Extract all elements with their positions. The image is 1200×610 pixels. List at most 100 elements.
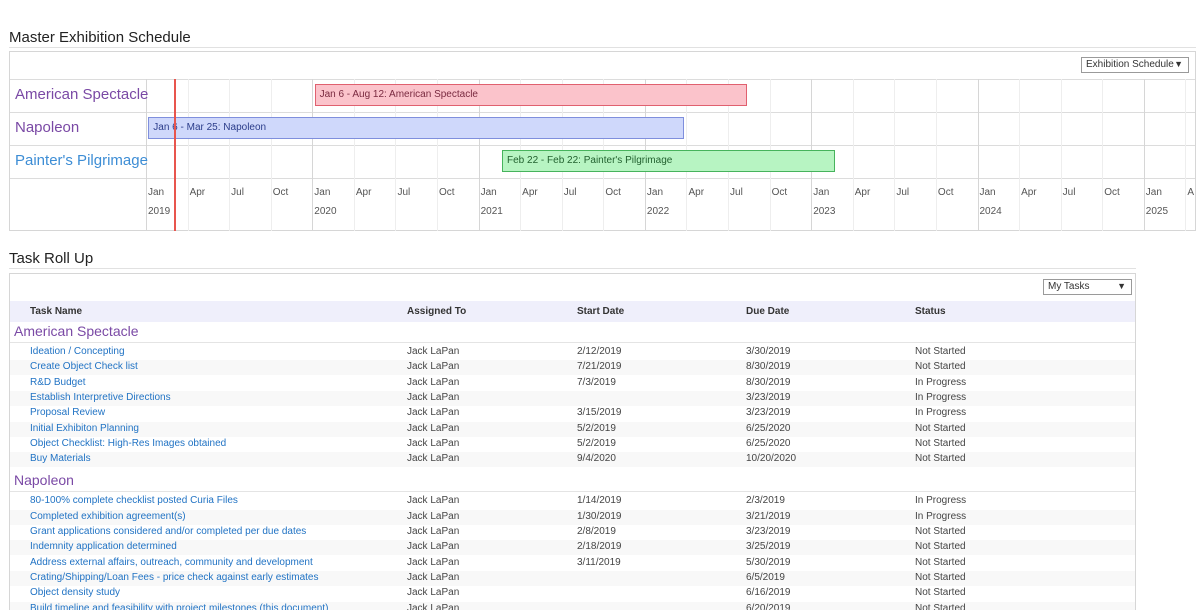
cell-status: Not Started [915, 422, 966, 434]
cell-assigned: Jack LaPan [407, 391, 460, 403]
axis-month-label: Jan [480, 187, 497, 198]
exhibition-bar[interactable]: Jan 6 - Aug 12: American Spectacle [314, 84, 747, 106]
task-link[interactable]: Create Object Check list [30, 361, 138, 373]
task-link[interactable]: Ideation / Concepting [30, 346, 125, 357]
task-link[interactable]: Grant applications considered and/or com… [30, 526, 307, 537]
cell-due: 10/20/2020 [746, 453, 797, 465]
cell-status: In Progress [915, 391, 967, 403]
axis-year-label: 2025 [1145, 206, 1169, 217]
timeline-quarter-gridline [353, 79, 355, 231]
task-link[interactable]: Indemnity application determined [30, 541, 177, 553]
cell-assigned: Jack LaPan [407, 541, 460, 553]
axis-month-label: Oct [272, 187, 289, 198]
schedule-title: Master Exhibition Schedule [9, 29, 191, 46]
timeline-row-label[interactable]: American Spectacle [15, 86, 149, 103]
exhibition-schedule-dropdown-value: Exhibition Schedule [1086, 59, 1174, 70]
table-row: Proposal Review Jack LaPan 3/15/2019 3/23/2… [10, 406, 1135, 421]
task-link[interactable]: Build timeline and feasibility with proj… [30, 602, 329, 610]
cell-status: In Progress [915, 407, 967, 419]
timeline-quarter-gridline [977, 79, 979, 231]
task-link[interactable]: Proposal Review [30, 407, 106, 419]
column-header-task-name[interactable]: Task Name [30, 306, 83, 317]
axis-month-label: Jan [646, 187, 664, 198]
group-divider [10, 342, 1135, 343]
timeline-quarter-gridline [146, 79, 147, 231]
cell-assigned: Jack LaPan [407, 437, 460, 449]
cell-start: 2/12/2019 [577, 346, 622, 357]
table-row: Crating/Shipping/Loan Fees - price check… [10, 570, 1135, 586]
timeline-quarter-gridline [395, 79, 397, 231]
cell-start: 5/2/2019 [577, 422, 616, 434]
cell-status: Not Started [915, 437, 966, 449]
task-link[interactable]: R&D Budget [30, 376, 86, 388]
exhibition-bar[interactable]: Feb 22 - Feb 22: Painter's Pilgrimage [502, 150, 835, 172]
axis-month-label: Apr [189, 187, 206, 198]
timeline-quarter-gridline [852, 79, 854, 231]
group-heading: Napoleon [14, 472, 74, 489]
axis-year-label: 2019 [148, 206, 171, 217]
cell-due: 6/16/2019 [746, 587, 791, 599]
task-link[interactable]: Buy Materials [30, 453, 91, 465]
cell-assigned: Jack LaPan [407, 495, 460, 507]
cell-start: 2/18/2019 [577, 541, 622, 553]
column-header-start-date[interactable]: Start Date [577, 306, 625, 317]
axis-month-label: Jan [148, 187, 165, 198]
table-row: Completed exhibition agreement(s) Jack La… [10, 509, 1135, 525]
timeline-row-divider [10, 178, 1195, 179]
timeline-quarter-gridline [478, 79, 480, 231]
cell-status: Not Started [915, 602, 966, 610]
task-link[interactable]: Completed exhibition agreement(s) [30, 510, 186, 522]
axis-year-label: 2020 [314, 206, 337, 217]
cell-assigned: Jack LaPan [407, 407, 460, 419]
timeline-row-divider [10, 79, 1195, 80]
task-link[interactable]: Crating/Shipping/Loan Fees - price check… [30, 571, 319, 583]
dropdown-arrow-icon: ▼ [1117, 281, 1126, 291]
cell-start: 1/14/2019 [577, 495, 622, 507]
table-row: Object density study Jack LaPan 6/16/2019 N… [10, 586, 1135, 601]
column-header-assigned-to[interactable]: Assigned To [407, 306, 467, 317]
axis-month-label: Jan [979, 187, 996, 198]
axis-month-label: Jan [314, 187, 331, 198]
cell-assigned: Jack LaPan [407, 526, 460, 537]
column-header-status[interactable]: Status [915, 306, 946, 317]
cell-due: 3/23/2019 [746, 526, 791, 537]
cell-status: Not Started [915, 571, 966, 583]
task-link[interactable]: 80-100% complete checklist posted Curia … [30, 495, 238, 507]
cell-due: 3/23/2019 [746, 407, 791, 419]
table-row: Initial Exhibiton Planning Jack LaPan 5/2/… [10, 421, 1135, 437]
column-header-due-date[interactable]: Due Date [746, 306, 790, 317]
timeline-quarter-gridline [1060, 79, 1062, 231]
task-link[interactable]: Address external affairs, outreach, comm… [30, 556, 313, 568]
task-link[interactable]: Initial Exhibiton Planning [30, 422, 139, 434]
timeline-row-label[interactable]: Napoleon [15, 119, 80, 136]
axis-month-label: Apr [355, 187, 372, 198]
cell-due: 8/30/2019 [746, 376, 791, 388]
table-row: Ideation / Concepting Jack LaPan 2/12/2019… [10, 345, 1135, 360]
task-link[interactable]: Object Checklist: High-Res Images obtain… [30, 437, 227, 449]
task-link[interactable]: Establish Interpretive Directions [30, 391, 171, 403]
timeline-quarter-gridline [312, 79, 314, 231]
exhibition-bar[interactable]: Jan 6 - Mar 25: Napoleon [148, 117, 684, 139]
axis-year-label: 2022 [646, 206, 670, 217]
my-tasks-dropdown[interactable]: My Tasks ▼ [1043, 279, 1132, 295]
task-link[interactable]: Object density study [30, 587, 121, 599]
timeline-quarter-gridline [229, 79, 231, 231]
cell-status: Not Started [915, 556, 966, 568]
timeline-quarter-gridline [1019, 79, 1021, 231]
timeline-row-label[interactable]: Painter's Pilgrimage [15, 152, 148, 169]
cell-status: Not Started [915, 361, 966, 373]
cell-start: 3/15/2019 [577, 407, 622, 419]
axis-year-label: 2024 [979, 206, 1002, 217]
table-row: R&D Budget Jack LaPan 7/3/2019 8/30/2019 In … [10, 376, 1135, 391]
cell-assigned: Jack LaPan [407, 376, 460, 388]
timeline-quarter-gridline [437, 79, 439, 231]
task-rollup-table: My Tasks ▼ Task Name Assigned To Start D… [9, 273, 1136, 610]
cell-assigned: Jack LaPan [407, 602, 460, 610]
cell-due: 6/5/2019 [746, 571, 785, 583]
axis-year-label: 2021 [480, 206, 503, 217]
axis-month-label: Apr [1021, 187, 1037, 198]
cell-due: 6/25/2020 [746, 422, 791, 434]
timeline-quarter-gridline [894, 79, 896, 231]
timeline-quarter-gridline [935, 79, 937, 231]
exhibition-schedule-dropdown[interactable]: Exhibition Schedule ▼ [1081, 57, 1189, 73]
